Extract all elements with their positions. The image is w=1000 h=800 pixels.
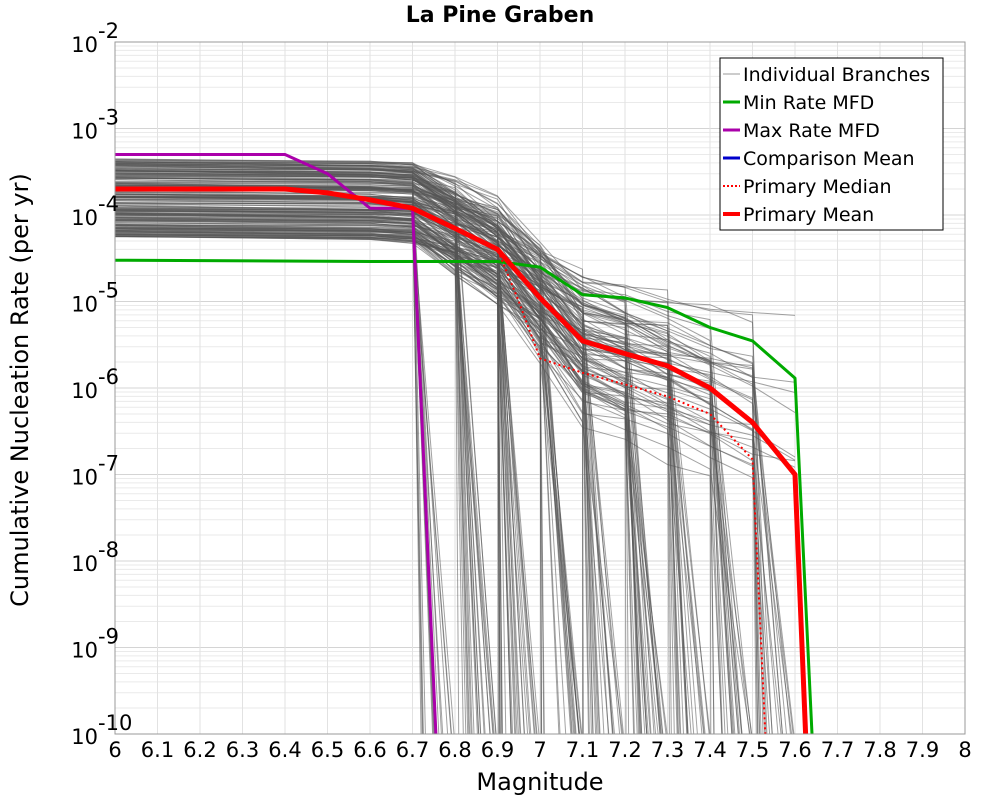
- branch-line: [114, 184, 734, 735]
- branch-line: [114, 228, 627, 735]
- x-tick-label: 6.9: [481, 738, 514, 762]
- branch-line: [114, 236, 659, 735]
- legend: Individual Branches Min Rate MFD Max Rate …: [719, 57, 944, 231]
- branch-line: [114, 164, 733, 735]
- branch-line: [114, 196, 535, 735]
- y-tick-exponent: -10: [98, 711, 132, 735]
- x-tick-label: 7.7: [821, 738, 854, 762]
- legend-label: Max Rate MFD: [743, 120, 880, 142]
- y-tick-exponent: -4: [98, 192, 119, 216]
- branch-line: [114, 179, 422, 735]
- x-tick-label: 7.3: [651, 738, 684, 762]
- plot-border: [114, 41, 966, 735]
- y-tick-label: 10: [71, 293, 98, 317]
- x-tick-label: 6.2: [183, 738, 216, 762]
- y-axis-title: Cumulative Nucleation Rate (per yr): [6, 173, 34, 607]
- legend-label: Individual Branches: [743, 64, 930, 86]
- x-tick-label: 6.7: [396, 738, 429, 762]
- x-tick-label: 6.6: [353, 738, 386, 762]
- x-tick-label: 6.8: [438, 738, 471, 762]
- x-tick-label: 6.3: [226, 738, 259, 762]
- y-tick-exponent: -7: [98, 452, 119, 476]
- x-tick-label: 7.6: [778, 738, 811, 762]
- x-tick-label: 7: [533, 738, 546, 762]
- branch-line: [114, 195, 536, 735]
- branch-line: [114, 213, 424, 735]
- branch-line: [114, 158, 497, 735]
- series-line-primary-mean: [115, 186, 809, 735]
- branch-line: [114, 162, 661, 735]
- branch-line: [114, 225, 582, 735]
- branch-line: [114, 225, 753, 735]
- series-line-max-rate-mfd: [115, 153, 438, 735]
- branch-line: [114, 226, 452, 735]
- series-line-min-rate-mfd: [114, 258, 814, 735]
- x-tick-label: 7.5: [736, 738, 769, 762]
- chart-title: La Pine Graben: [405, 3, 595, 28]
- branch-line: [114, 175, 424, 735]
- y-tick-exponent: -3: [98, 106, 119, 130]
- x-tick-label: 6.1: [141, 738, 174, 762]
- x-tick-labels: 6 6.1 6.2 6.3 6.4 6.5 6.6 6.7 6.8 6.9 7 7.1 7.2 7.3 7.…: [108, 738, 971, 762]
- x-tick-label: 8: [958, 738, 971, 762]
- y-tick-label: 10: [71, 552, 98, 576]
- branch-line: [114, 218, 638, 735]
- branch-line: [114, 235, 635, 735]
- x-tick-label: 7.4: [693, 738, 726, 762]
- y-tick-label: 10: [71, 206, 98, 230]
- legend-label: Primary Mean: [743, 204, 874, 226]
- y-tick-label: 10: [71, 33, 98, 57]
- y-tick-exponent: -5: [98, 279, 119, 303]
- x-tick-label: 7.9: [906, 738, 939, 762]
- branch-line: [114, 170, 787, 735]
- y-tick-label: 10: [71, 379, 98, 403]
- branch-line: [114, 210, 584, 735]
- x-tick-label: 7.8: [863, 738, 896, 762]
- legend-label: Min Rate MFD: [743, 92, 874, 114]
- branch-line: [115, 181, 512, 735]
- branch-line: [114, 196, 449, 735]
- legend-box: [719, 57, 944, 231]
- y-tick-label: 10: [71, 639, 98, 663]
- series-lines: [114, 153, 814, 735]
- x-tick-label: 7.2: [608, 738, 641, 762]
- y-tick-label: 10: [71, 725, 98, 749]
- x-tick-label: 6.5: [311, 738, 344, 762]
- legend-label: Comparison Mean: [743, 148, 915, 170]
- x-tick-label: 7.1: [566, 738, 599, 762]
- x-tick-label: 6.4: [268, 738, 301, 762]
- x-axis-title: Magnitude: [476, 768, 603, 796]
- y-tick-label: 10: [71, 120, 98, 144]
- y-tick-exponent: -9: [98, 625, 119, 649]
- x-tick-label: 6: [108, 738, 121, 762]
- branch-line: [114, 219, 796, 468]
- y-tick-exponent: -2: [98, 19, 119, 43]
- y-tick-label: 10: [71, 466, 98, 490]
- y-tick-exponent: -6: [98, 365, 119, 389]
- y-tick-exponent: -8: [98, 538, 119, 562]
- legend-label: Primary Median: [743, 176, 892, 198]
